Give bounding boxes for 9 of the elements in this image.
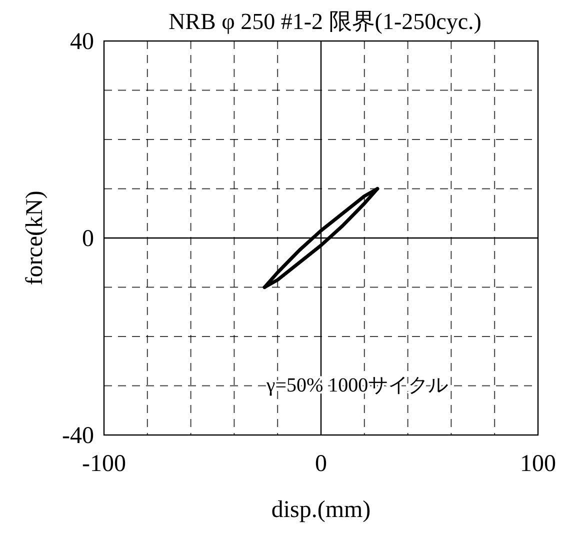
chart-title: NRB φ 250 #1-2 限界(1-250cyc.) — [168, 9, 482, 34]
x-tick-label: -100 — [82, 451, 126, 477]
y-tick-label: 0 — [82, 226, 94, 252]
y-tick-label: -40 — [62, 423, 94, 449]
x-axis-title: disp.(mm) — [271, 497, 371, 523]
x-tick-label: 100 — [520, 451, 556, 477]
x-tick-label: 0 — [315, 451, 327, 477]
y-axis-title: force(kN) — [22, 190, 48, 286]
y-tick-label: 40 — [70, 29, 94, 55]
